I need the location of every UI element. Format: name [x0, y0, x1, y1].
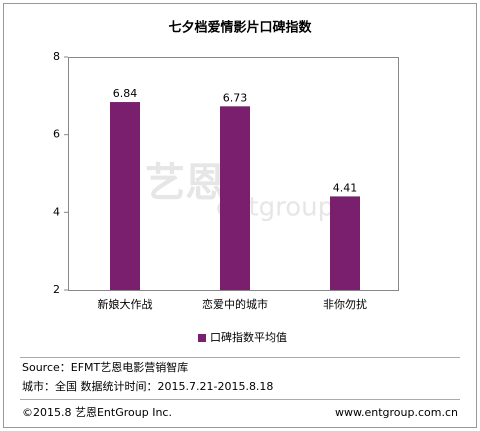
y-tick-label: 4 — [53, 205, 60, 218]
source-note: Source：EFMT艺恩电影营销智库 — [22, 360, 188, 374]
y-tick-label: 8 — [53, 50, 60, 63]
bar — [330, 196, 360, 290]
chart-title: 七夕档爱情影片口碑指数 — [168, 20, 312, 36]
bar — [220, 106, 250, 291]
x-tick-label: 非你勿扰 — [323, 297, 367, 311]
legend-swatch — [198, 334, 206, 342]
x-tick-label: 新娘大作战 — [98, 297, 153, 311]
x-tick-label: 恋爱中的城市 — [202, 297, 268, 311]
date-note: 城市：全国 数据统计时间：2015.7.21-2015.8.18 — [22, 379, 273, 393]
website: www.entgroup.com.cn — [335, 406, 458, 419]
value-label: 6.73 — [223, 91, 248, 104]
y-tick-label: 2 — [53, 283, 60, 296]
value-label: 6.84 — [113, 87, 138, 100]
bar — [110, 102, 140, 291]
copyright: ©2015.8 艺恩EntGroup Inc. — [22, 406, 172, 419]
legend-label: 口碑指数平均值 — [210, 330, 287, 344]
watermark: 艺恩 — [145, 160, 225, 206]
value-label: 4.41 — [333, 181, 358, 194]
plot-frame — [68, 57, 399, 291]
y-tick-label: 6 — [53, 128, 60, 141]
